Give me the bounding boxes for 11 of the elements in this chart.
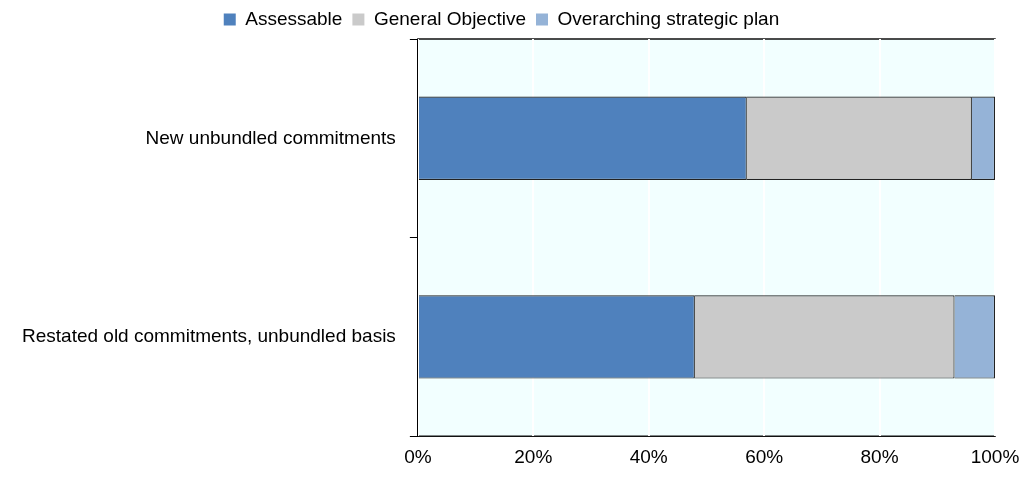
y-tick-label: Restated old commitments, unbundled basis: [21, 325, 396, 347]
x-tick-label: 100%: [970, 445, 1020, 467]
x-tick-label: 20%: [514, 445, 553, 467]
legend-label: Assessable: [245, 7, 343, 29]
x-tick-label: 40%: [629, 445, 668, 467]
legend-label: Overarching strategic plan: [557, 7, 780, 29]
legend-label: General Objective: [373, 7, 526, 29]
x-tick-label: 80%: [860, 445, 899, 467]
x-tick-label: 60%: [745, 445, 784, 467]
y-tick-label: New unbundled commitments: [145, 126, 396, 148]
x-tick-label: 0%: [404, 445, 432, 467]
